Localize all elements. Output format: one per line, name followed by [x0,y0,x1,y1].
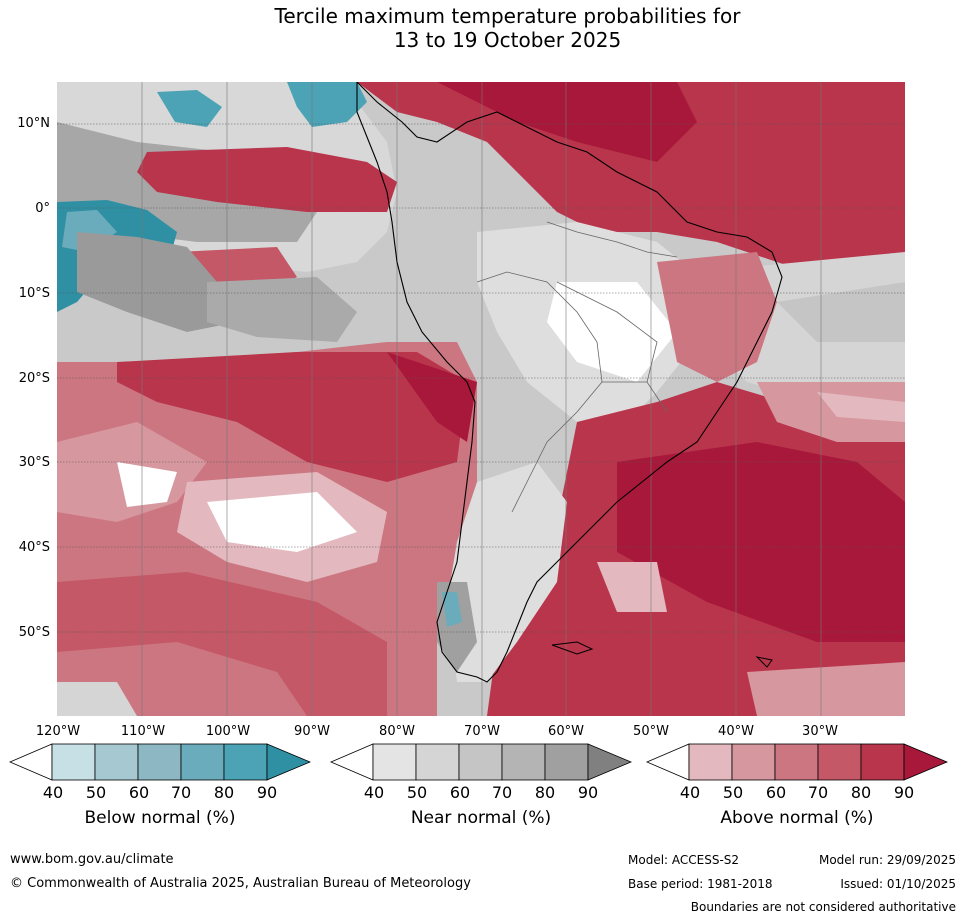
colorbar-swatch [903,743,949,781]
colorbar-title-near: Near normal (%) [410,808,552,828]
colorbar-title-below: Below normal (%) [84,808,236,828]
cb2-tick: 40 [679,783,701,802]
colorbar-swatch [817,743,862,781]
cb2-tick: 90 [893,783,915,802]
colorbar-swatch [458,743,503,781]
lat-label: 10°S [18,286,50,301]
colorbar-swatch [8,743,53,781]
colorbar-above-normal [645,743,949,785]
chart-title: Tercile maximum temperature probabilitie… [0,4,965,52]
south-america-coastline [356,82,783,683]
lon-label: 100°W [205,724,251,739]
colorbar-swatch [372,743,417,781]
cb1-tick: 70 [491,783,513,802]
lon-label: 80°W [379,724,415,739]
title-line-1: Tercile maximum temperature probabilitie… [274,4,741,28]
website-link[interactable]: www.bom.gov.au/climate [10,852,174,867]
lon-label: 60°W [548,724,584,739]
lon-label: 110°W [120,724,166,739]
lon-label: 40°W [718,724,754,739]
colorbar-swatch [587,743,633,781]
colorbar-below-normal-swatches [8,743,312,781]
lon-label: 30°W [802,724,838,739]
cb1-tick: 50 [406,783,428,802]
colorbar-below-normal [8,743,312,785]
lat-label: 30°S [18,455,50,470]
colorbar-swatch [774,743,819,781]
colorbar-title-above: Above normal (%) [720,808,874,828]
colorbar-above-normal-swatches [645,743,949,781]
colorbar-swatch [688,743,733,781]
cb2-tick: 80 [850,783,872,802]
colorbar-swatch [415,743,460,781]
title-line-2: 13 to 19 October 2025 [393,28,622,52]
probability-map[interactable] [57,82,905,716]
boundaries-note: Boundaries are not considered authoritat… [690,900,956,914]
lon-label: 70°W [464,724,500,739]
cb0-tick: 70 [170,783,192,802]
copyright: © Commonwealth of Australia 2025, Austra… [10,876,471,891]
cb1-tick: 40 [363,783,385,802]
cb0-tick: 80 [213,783,235,802]
colorbar-near-normal [329,743,633,785]
lat-label: 0° [35,201,50,216]
colorbar-swatch [645,743,690,781]
cb0-tick: 90 [256,783,278,802]
meridians [141,82,822,716]
country-borders [476,271,603,513]
map-canvas [57,82,905,716]
cb1-tick: 90 [577,783,599,802]
cb1-tick: 80 [534,783,556,802]
model-run-label: Model run: 29/09/2025 [818,853,956,867]
lon-label: 50°W [633,724,669,739]
cb0-tick: 60 [128,783,150,802]
cb0-tick: 40 [42,783,64,802]
colorbar-swatch [266,743,312,781]
cb2-tick: 50 [722,783,744,802]
colorbar-swatch [94,743,139,781]
colorbar-swatch [180,743,225,781]
colorbar-swatch [501,743,546,781]
lat-label: 50°S [18,625,50,640]
colorbar-swatch [137,743,182,781]
lon-label: 90°W [294,724,330,739]
lat-label: 10°N [17,116,50,131]
colorbar-swatch [223,743,268,781]
lat-label: 20°S [18,371,50,386]
colorbar-swatch [731,743,776,781]
cb0-tick: 50 [85,783,107,802]
cb2-tick: 60 [765,783,787,802]
base-period-label: Base period: 1981-2018 [628,877,773,891]
colorbar-near-normal-swatches [329,743,633,781]
colorbar-swatch [329,743,374,781]
model-label: Model: ACCESS-S2 [628,853,740,867]
colorbar-swatch [51,743,96,781]
lat-label: 40°S [18,540,50,555]
colorbar-swatch [544,743,589,781]
lon-label: 120°W [35,724,81,739]
issued-label: Issued: 01/10/2025 [840,877,956,891]
cb1-tick: 60 [449,783,471,802]
colorbar-swatch [860,743,905,781]
cb2-tick: 70 [807,783,829,802]
graticule [57,123,905,633]
